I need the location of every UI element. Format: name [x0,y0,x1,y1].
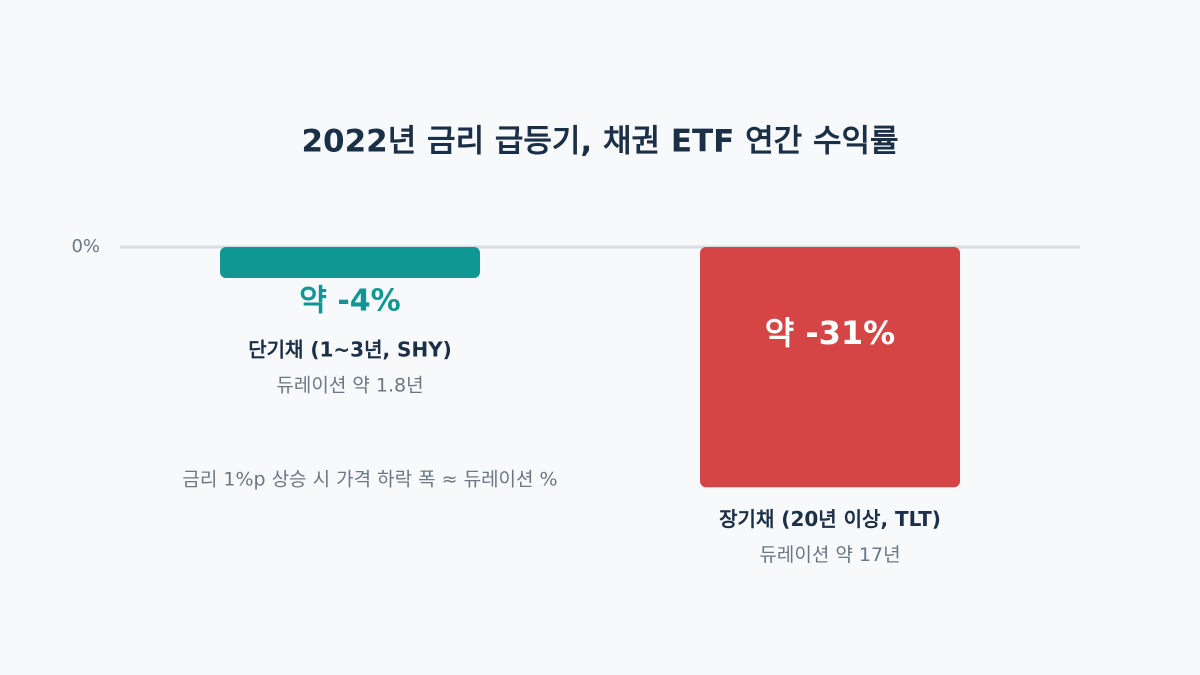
bar [700,247,960,488]
category-note: 듀레이션 약 17년 [759,544,900,566]
y-tick-label: 0% [71,236,100,257]
bar [220,247,480,278]
value-label: 약 -31% [765,314,895,352]
category-note: 듀레이션 약 1.8년 [276,375,423,397]
value-label: 약 -4% [299,284,400,319]
annotation: 금리 1%p 상승 시 가격 하락 폭 ≈ 듀레이션 % [182,469,557,491]
category-label: 단기채 (1~3년, SHY) [248,338,452,362]
chart-title: 2022년 금리 급등기, 채권 ETF 연간 수익률 [301,124,898,160]
category-label: 장기채 (20년 이상, TLT) [719,507,941,531]
